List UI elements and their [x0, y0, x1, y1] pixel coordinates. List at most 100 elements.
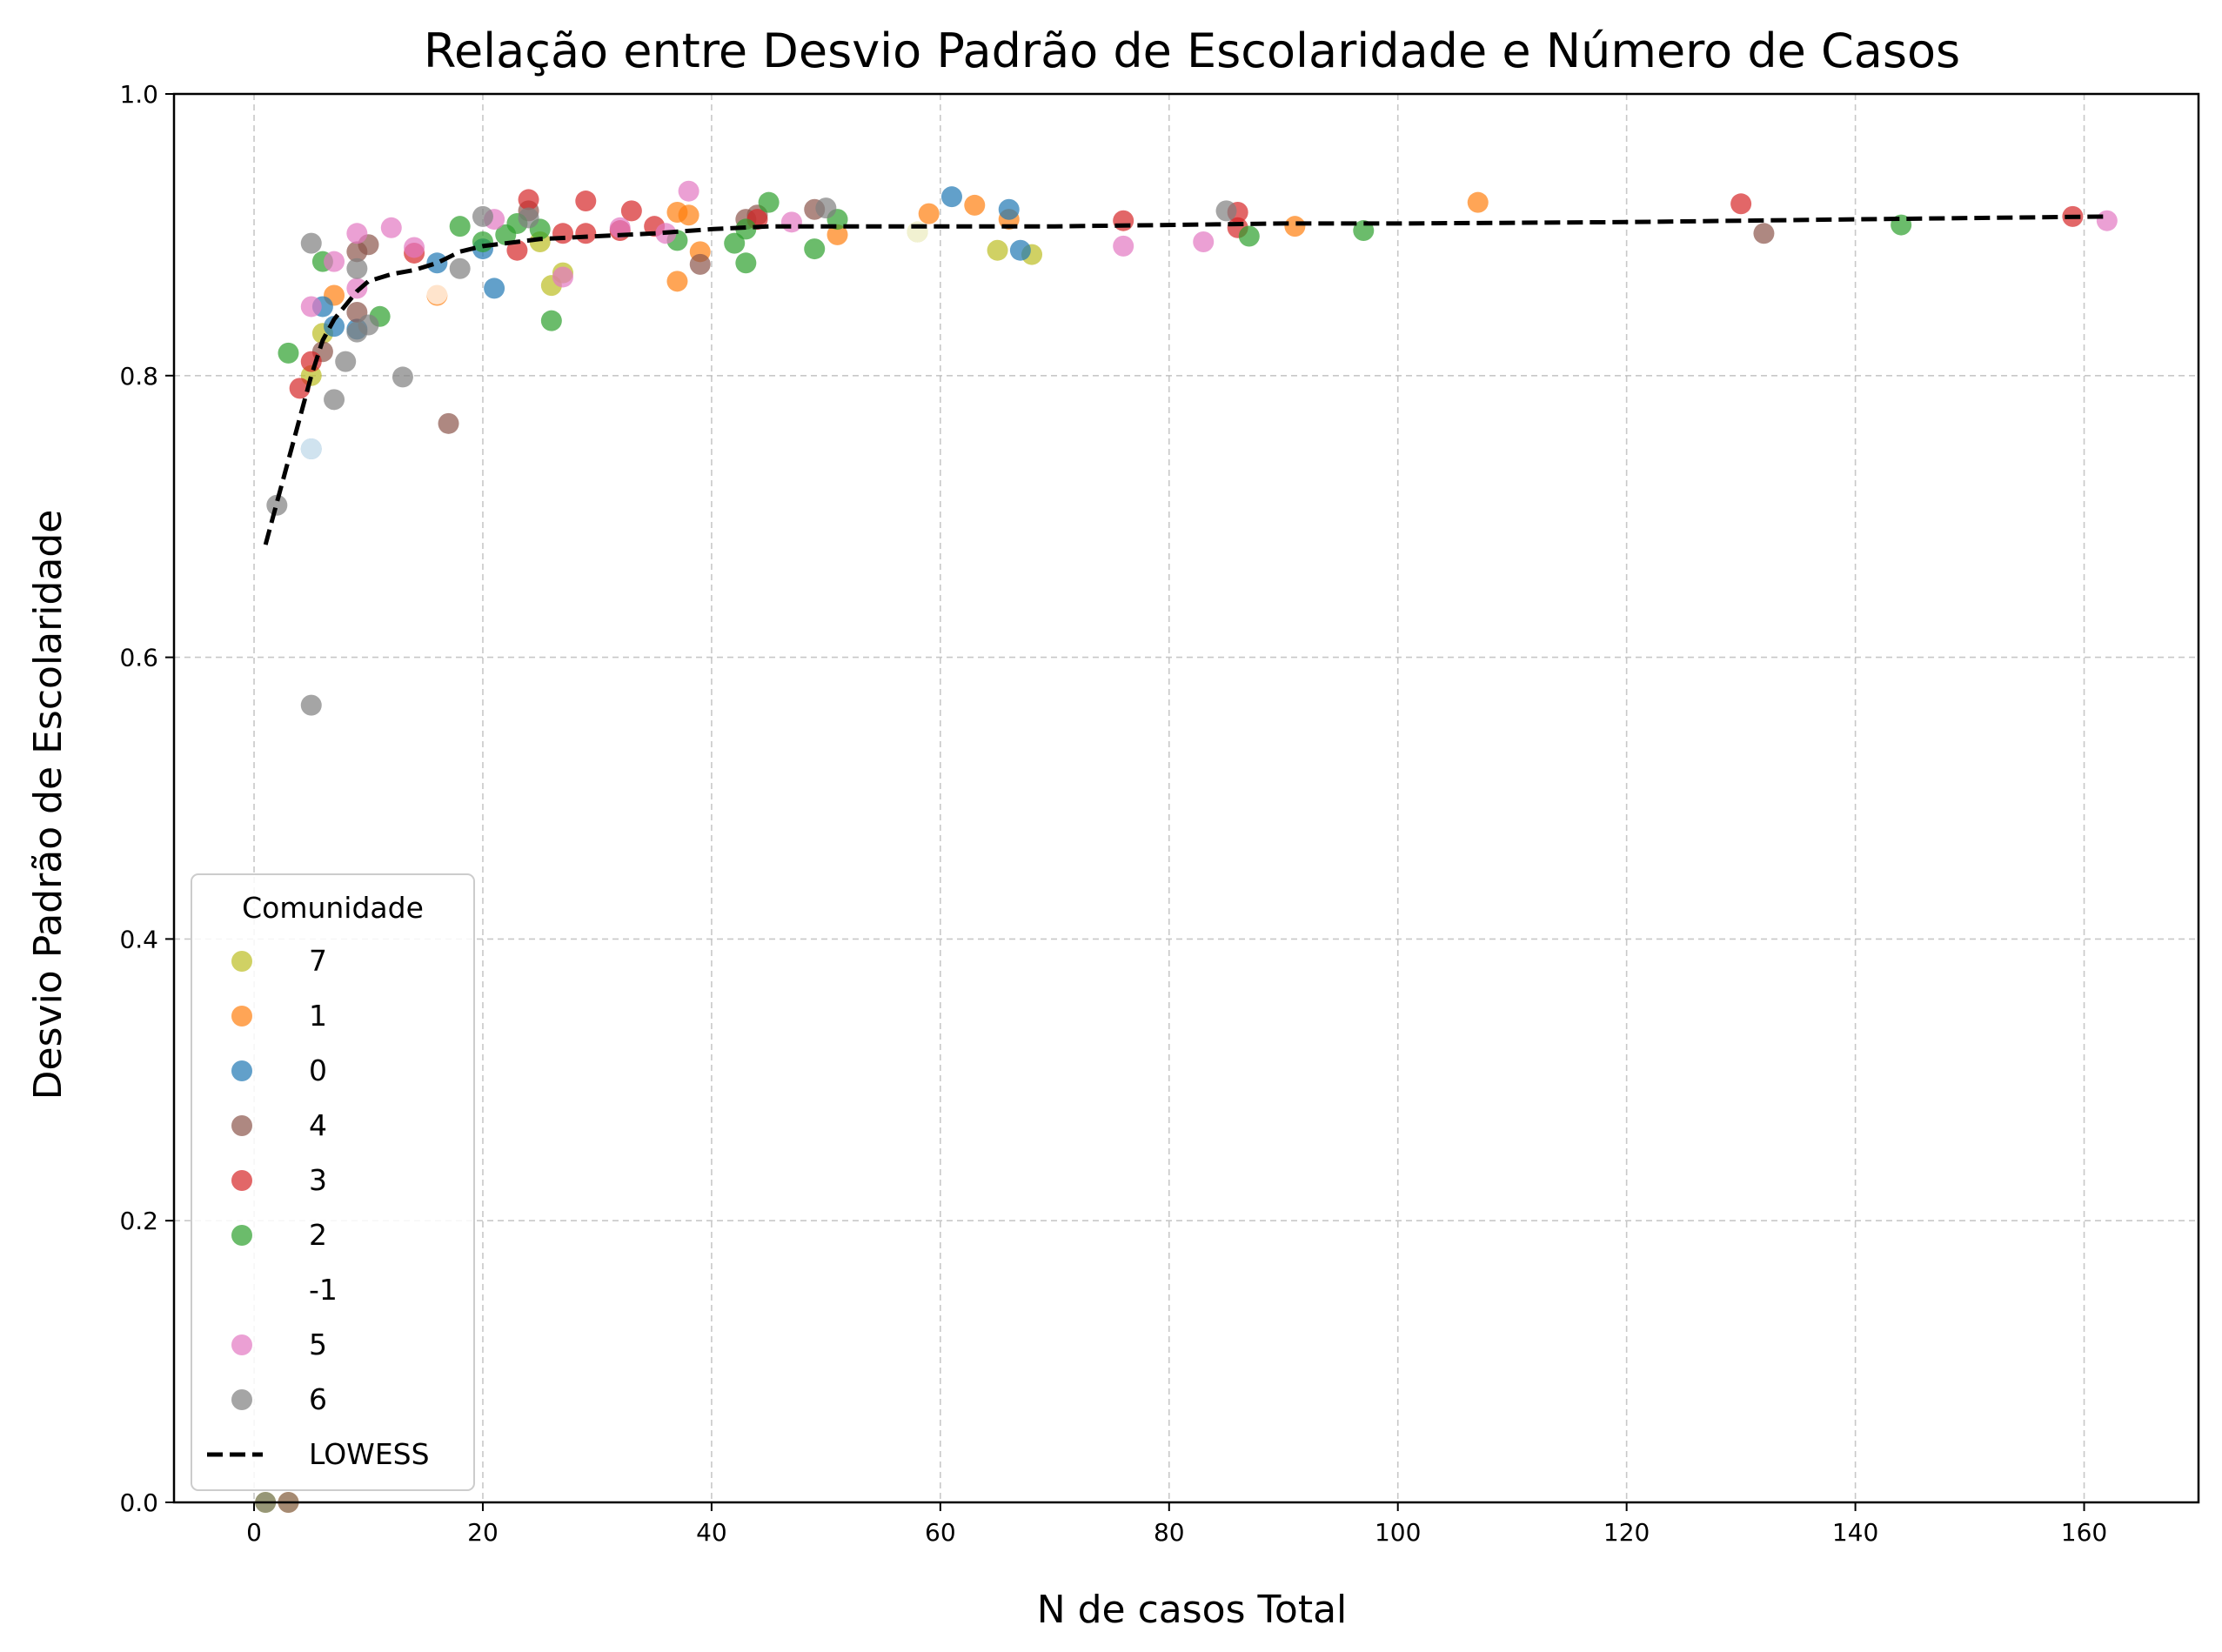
data-point-comunidade-2	[1238, 225, 1260, 247]
data-point-comunidade-6	[518, 207, 539, 229]
y-axis-title: Desvio Padrão de Escolaridade	[26, 510, 70, 1100]
data-point-comunidade-5	[346, 278, 368, 299]
legend-marker-7	[231, 951, 252, 972]
data-point-comunidade-7	[987, 239, 1008, 261]
legend-marker--1	[231, 1280, 252, 1301]
data-point-comunidade-5	[404, 237, 425, 258]
data-point-comunidade-3	[1113, 210, 1134, 231]
data-point-comunidade-5	[678, 180, 699, 202]
y-tick-label: 0.0	[119, 1488, 158, 1517]
legend-marker-0	[231, 1060, 252, 1081]
data-point-comunidade-3	[575, 191, 597, 212]
x-axis-title: N de casos Total	[1037, 1588, 1348, 1632]
legend-label: 1	[309, 999, 327, 1033]
x-tick-label: 20	[467, 1518, 499, 1547]
data-point-comunidade-6	[358, 314, 379, 336]
x-tick-label: 0	[246, 1518, 262, 1547]
data-point-comunidade-1	[964, 194, 986, 216]
legend-items: 7 1 0 4 3 2 -1 5 6 LOWESS	[207, 944, 430, 1471]
legend-label: 6	[309, 1382, 327, 1416]
legend-box	[191, 873, 475, 1491]
points-layer	[255, 180, 2118, 1513]
data-point-comunidade-4	[689, 253, 711, 275]
x-tick-label: 120	[1603, 1518, 1650, 1547]
data-point-comunidade-3	[506, 239, 528, 261]
data-point-comunidade-1	[678, 204, 699, 226]
legend-label: LOWESS	[309, 1437, 430, 1471]
plot-frame	[172, 92, 2200, 1504]
y-tick-label: 1.0	[119, 80, 158, 109]
legend-label: 2	[309, 1218, 327, 1252]
legend-label: 4	[309, 1108, 327, 1142]
data-point-comunidade-6	[392, 366, 413, 388]
x-tick-label: 140	[1832, 1518, 1878, 1547]
chart-title: Relação entre Desvio Padrão de Escolarid…	[424, 23, 1960, 78]
data-point-comunidade-3	[575, 223, 597, 244]
data-point-comunidade-0	[940, 186, 962, 208]
data-point-comunidade-5	[1113, 235, 1134, 257]
x-tick-label: 80	[1154, 1518, 1185, 1547]
x-tick-label: 40	[696, 1518, 727, 1547]
data-point-comunidade-4	[1753, 223, 1775, 244]
legend-label: -1	[309, 1273, 338, 1307]
data-point-comunidade-2	[735, 252, 757, 274]
data-point-comunidade-3	[552, 223, 573, 244]
grid-layer	[174, 93, 2199, 1503]
data-point-comunidade-5	[346, 223, 368, 244]
legend-marker-2	[231, 1225, 252, 1246]
data-point-comunidade-5	[2096, 210, 2118, 231]
data-point-comunidade-2	[804, 238, 826, 260]
legend-marker-4	[231, 1115, 252, 1136]
data-point-comunidade-3	[289, 378, 311, 399]
lowess-line-layer	[263, 214, 2107, 545]
data-point-comunidade-5	[780, 211, 802, 233]
legend-label: 0	[309, 1053, 327, 1087]
x-tick-label: 100	[1375, 1518, 1421, 1547]
data-point-comunidade-0	[426, 252, 448, 274]
y-tick-label: 0.8	[119, 362, 158, 391]
data-point-comunidade-6	[266, 494, 288, 516]
legend-marker-6	[231, 1389, 252, 1410]
data-point-comunidade-3	[1730, 193, 1752, 215]
legend-marker-3	[231, 1170, 252, 1191]
data-point-comunidade-5	[552, 266, 573, 288]
data-point-comunidade-1	[1284, 216, 1306, 237]
data-point-comunidade-1	[666, 271, 688, 292]
data-point-comunidade-2	[758, 191, 780, 213]
data-point-comunidade-0	[1009, 239, 1031, 261]
x-tick-label: 60	[925, 1518, 956, 1547]
data-point-comunidade-2	[449, 216, 471, 237]
legend-marker-5	[231, 1334, 252, 1355]
data-point-comunidade--1	[300, 438, 322, 459]
data-point-comunidade-2	[540, 310, 562, 331]
data-point-comunidade-5	[300, 296, 322, 318]
data-point-comunidade-6	[346, 257, 368, 279]
data-point-comunidade-3	[518, 189, 539, 211]
data-point-comunidade-1	[1467, 191, 1489, 213]
y-tick-label: 0.4	[119, 925, 158, 953]
data-point-comunidade-6	[449, 257, 471, 279]
legend: Comunidade 7 1 0 4 3 2 -1 5 6 LOWESS	[191, 873, 475, 1491]
data-point-comunidade-6	[815, 197, 837, 219]
x-tick-label: 160	[2061, 1518, 2107, 1547]
data-point-comunidade-6	[335, 351, 357, 372]
data-point-comunidade-2	[278, 342, 299, 364]
data-point-comunidade-6	[300, 694, 322, 716]
data-point-comunidade-5	[380, 217, 402, 238]
data-point-comunidade-6	[324, 389, 345, 411]
data-point-comunidade-6	[472, 205, 493, 227]
data-point-comunidade-3	[620, 200, 642, 222]
legend-title: Comunidade	[242, 891, 424, 925]
data-point-comunidade-6	[300, 232, 322, 254]
legend-label: 7	[309, 944, 327, 978]
legend-label: 3	[309, 1163, 327, 1197]
data-point-comunidade-1	[918, 203, 940, 224]
data-point-comunidade-0	[484, 278, 505, 299]
data-point-comunidade-1	[827, 224, 848, 245]
data-point-comunidade-6	[1215, 200, 1237, 222]
legend-label: 5	[309, 1328, 327, 1361]
legend-marker-1	[231, 1006, 252, 1027]
